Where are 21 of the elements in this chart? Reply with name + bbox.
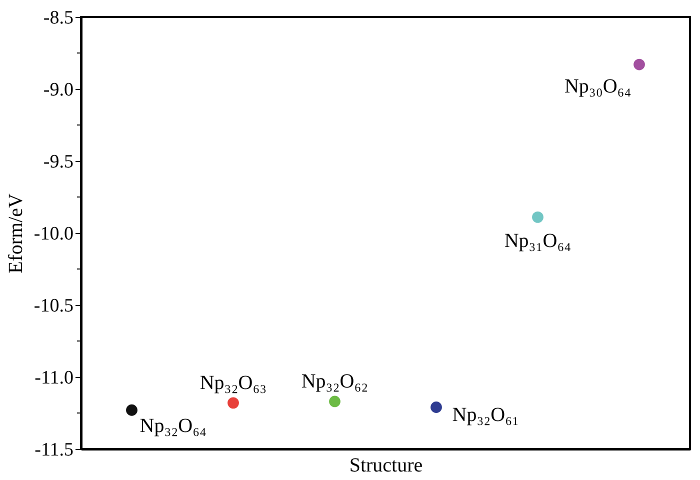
y-tick-label: -11.0 bbox=[34, 368, 74, 388]
annotation: Np₃₁O₆₄ bbox=[504, 230, 572, 252]
y-tick-label: -8.5 bbox=[43, 8, 74, 28]
y-axis-title: Eform/eV bbox=[4, 192, 27, 274]
y-tick-label: -10.0 bbox=[34, 224, 74, 244]
point bbox=[126, 404, 138, 416]
point bbox=[329, 396, 340, 408]
y-tick-label: -9.0 bbox=[43, 80, 74, 100]
y-tick-label: -11.5 bbox=[34, 440, 74, 460]
point bbox=[532, 211, 544, 223]
point bbox=[228, 397, 239, 409]
annotation: Np₃₂O₆₃ bbox=[200, 372, 267, 394]
x-axis-title: Structure bbox=[349, 454, 423, 476]
annotation: Np₃₂O₆₄ bbox=[140, 415, 207, 438]
point bbox=[634, 58, 645, 70]
annotation: Np₃₀O₆₄ bbox=[564, 76, 632, 98]
annotation: Np₃₂O₆₂ bbox=[301, 370, 368, 392]
point bbox=[430, 402, 442, 413]
y-tick-label: -9.5 bbox=[43, 152, 74, 172]
annotation: Np₃₂O₆₁ bbox=[452, 404, 520, 426]
y-tick-label: -10.5 bbox=[34, 296, 74, 316]
